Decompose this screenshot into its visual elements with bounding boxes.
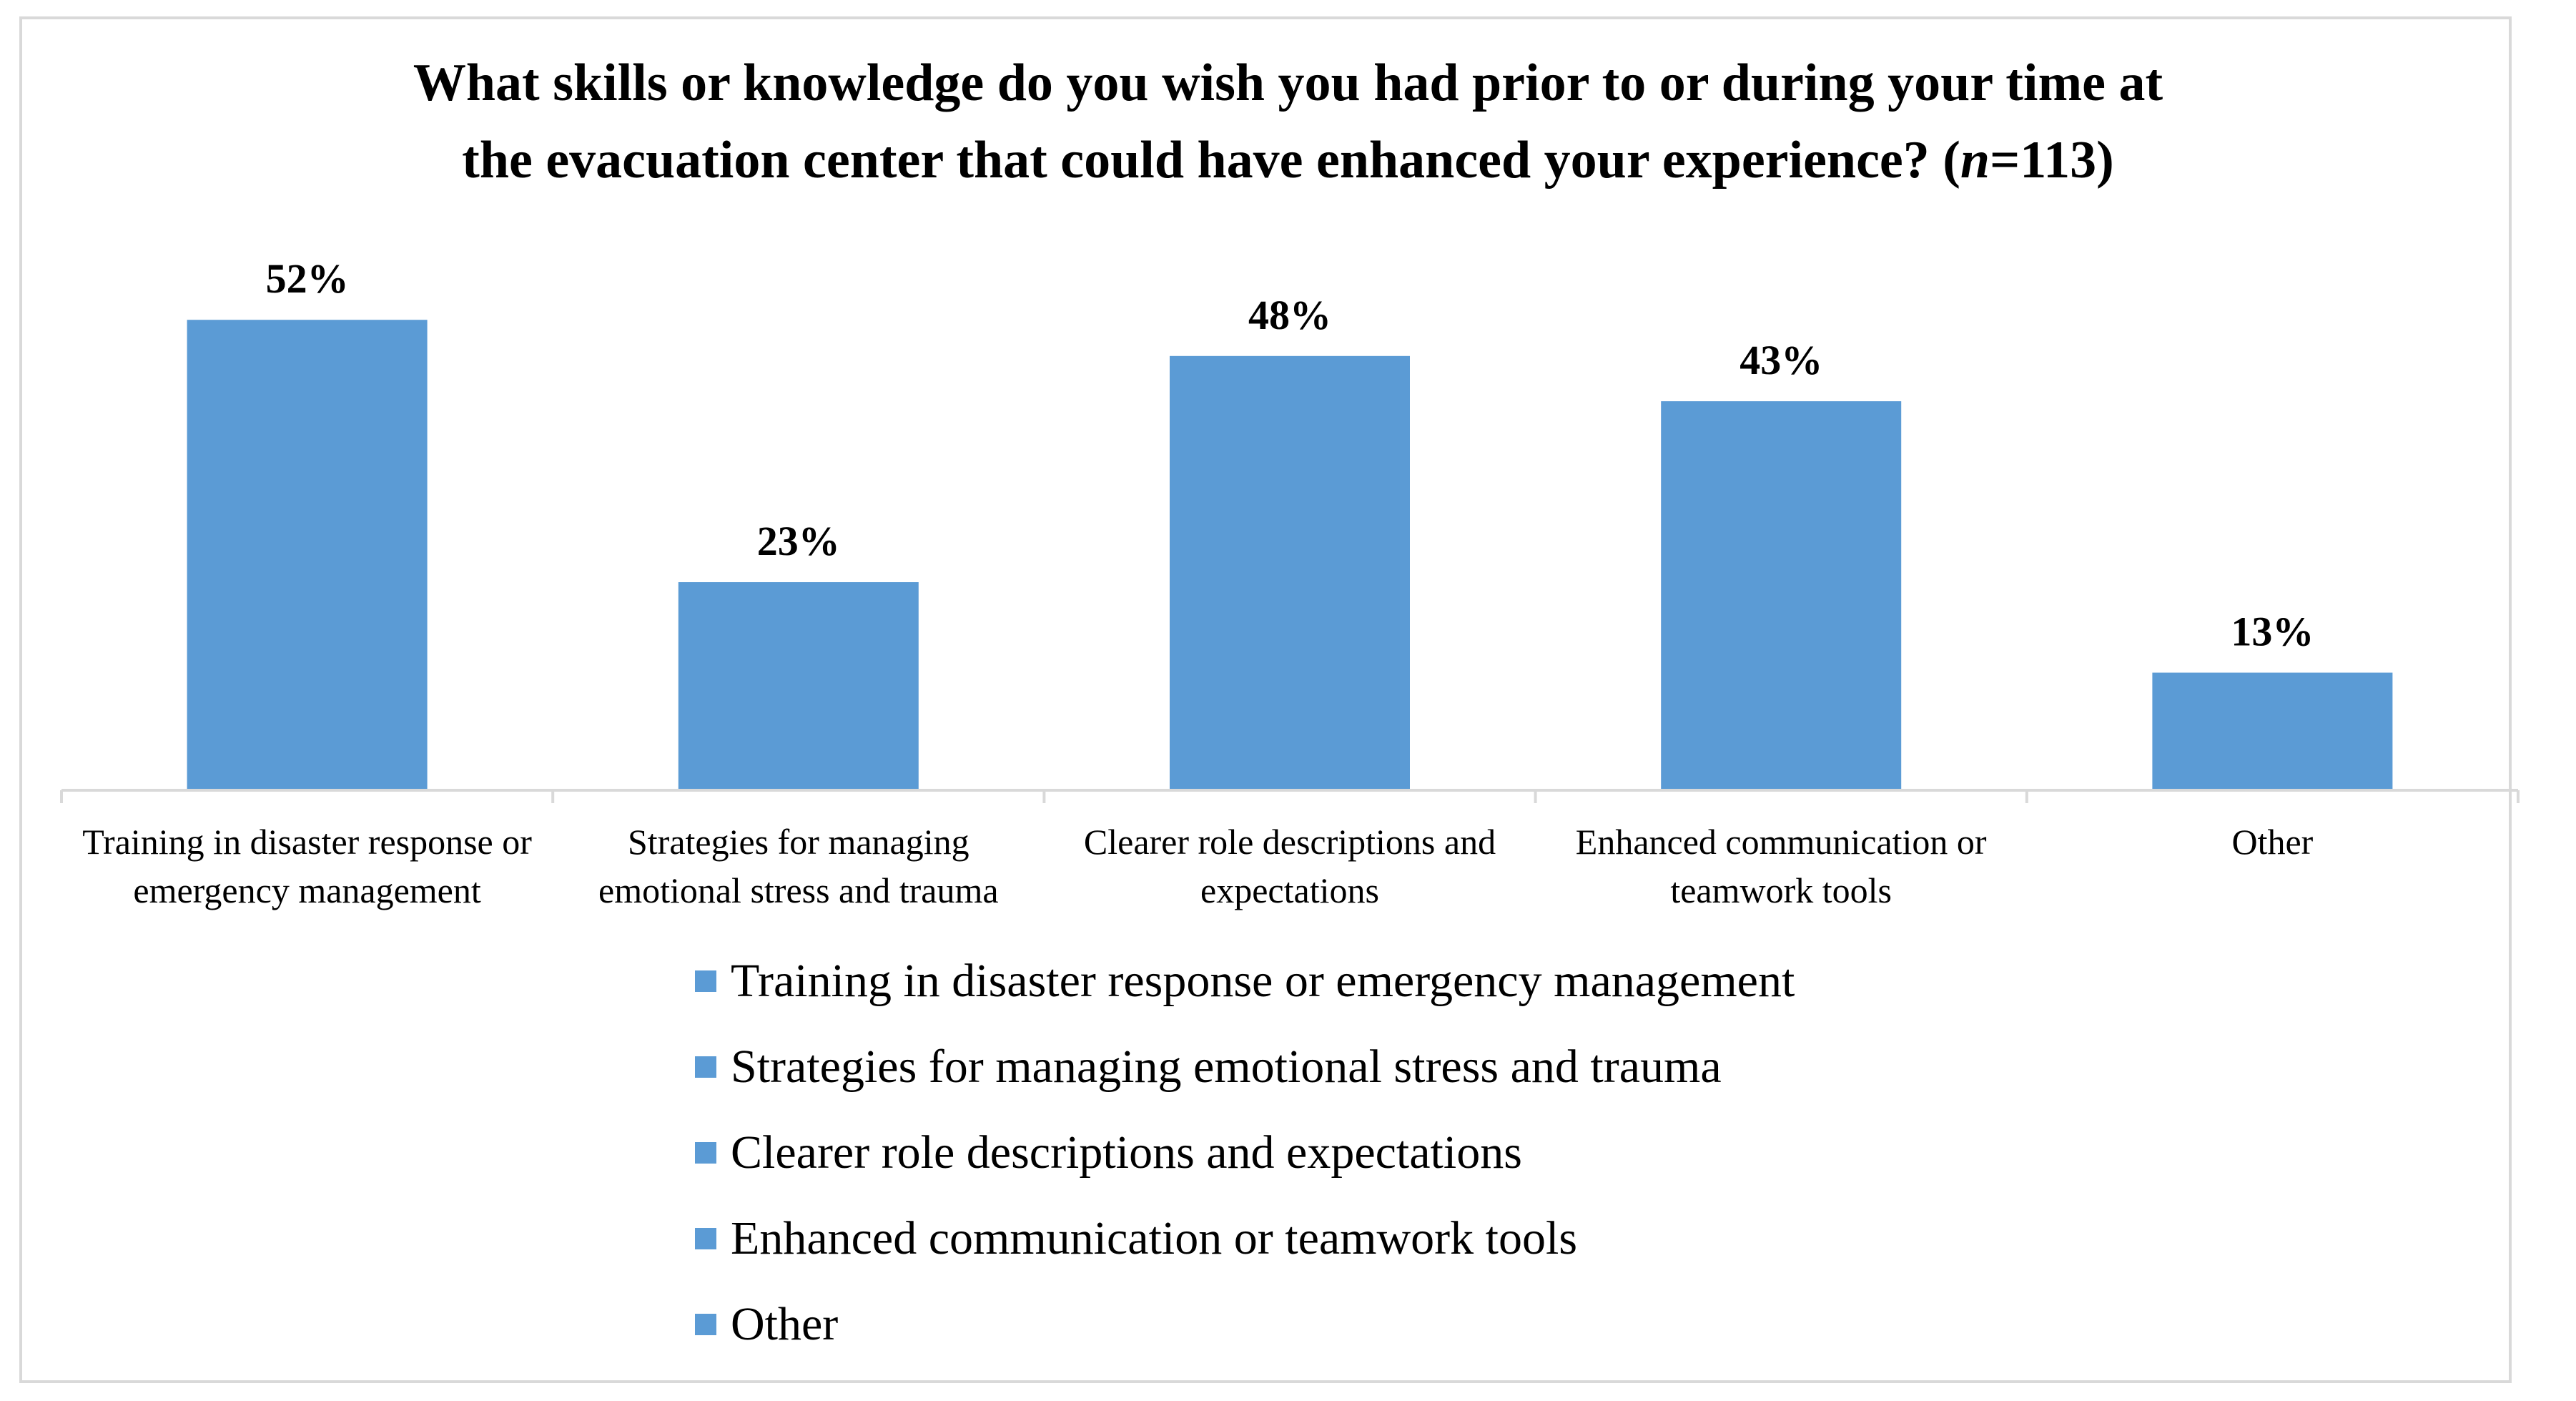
x-axis-category-label: Other: [2231, 822, 2314, 862]
chart-title-line-2-text: the evacuation center that could have en…: [462, 131, 1960, 190]
bar: [1661, 401, 1902, 790]
bar-value-label: 13%: [2231, 609, 2314, 655]
x-axis-category-label: Strategies for managing emotional stress…: [598, 822, 999, 910]
legend-label: Clearer role descriptions and expectatio…: [731, 1126, 1522, 1179]
value-labels-layer: 52% 23% 48% 43% 13%: [266, 255, 2314, 654]
legend-label: Enhanced communication or teamwork tools: [731, 1212, 1578, 1264]
x-axis-category-label: Enhanced communication or teamwork tools: [1575, 822, 1987, 910]
legend-label: Other: [731, 1298, 839, 1350]
legend-swatch: [695, 1142, 716, 1164]
x-axis-category-label: Clearer role descriptions and expectatio…: [1083, 822, 1496, 910]
bar: [2152, 672, 2393, 790]
legend-label: Strategies for managing emotional stress…: [731, 1041, 1722, 1093]
bar-value-label: 43%: [1739, 337, 1822, 383]
chart-title-n-value: =113): [1990, 131, 2114, 190]
bar: [1170, 355, 1410, 790]
bar: [187, 320, 428, 790]
chart-title-line-1: What skills or knowledge do you wish you…: [413, 54, 2163, 112]
legend-swatch: [695, 1228, 716, 1249]
legend-label: Training in disaster response or emergen…: [731, 955, 1795, 1007]
chart-title: What skills or knowledge do you wish you…: [0, 44, 2576, 199]
chart-title-line-2: the evacuation center that could have en…: [0, 122, 2576, 199]
x-axis-category-label: Training in disaster response or emergen…: [82, 822, 532, 910]
legend-swatch: [695, 970, 716, 992]
bars-layer: [187, 320, 2393, 790]
legend-swatch: [695, 1056, 716, 1078]
bar-value-label: 52%: [266, 255, 349, 302]
bar-value-label: 48%: [1248, 292, 1331, 338]
x-axis-ticks: [60, 790, 2520, 803]
bar-value-label: 23%: [757, 518, 840, 564]
bar: [678, 582, 919, 790]
legend-swatch: [695, 1314, 716, 1335]
chart-title-n: n: [1960, 131, 1990, 190]
